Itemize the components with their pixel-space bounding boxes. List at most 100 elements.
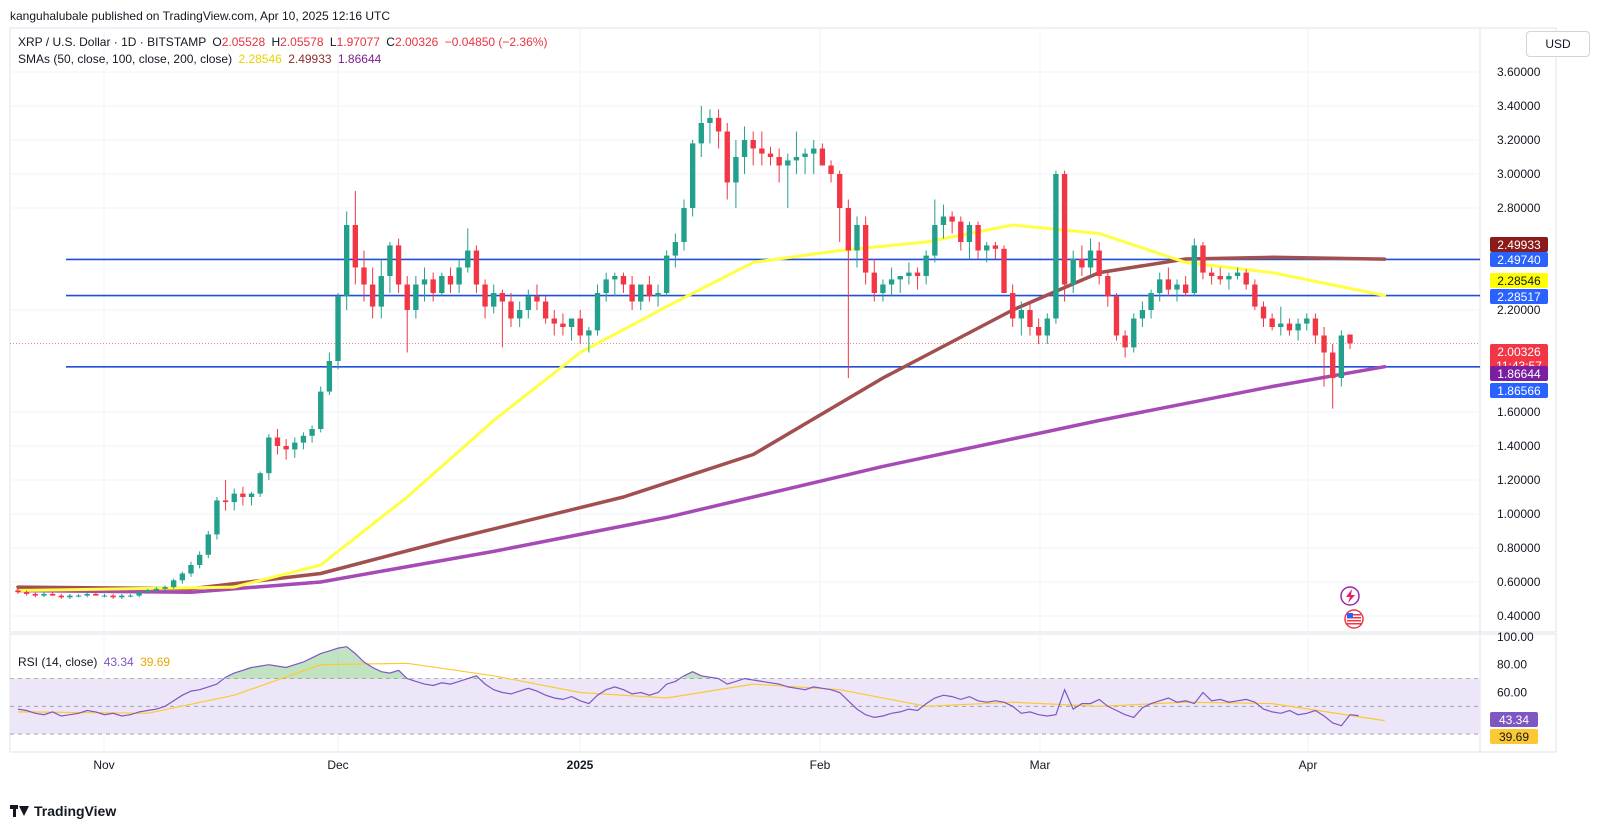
candle-body bbox=[1269, 318, 1275, 327]
candle bbox=[655, 284, 661, 307]
candle-body bbox=[326, 361, 333, 392]
candle-body bbox=[447, 276, 454, 285]
candle bbox=[1165, 267, 1172, 297]
time-axis-label: Feb bbox=[810, 758, 831, 772]
rsi-title: RSI (14, close) bbox=[18, 655, 98, 669]
candle-body bbox=[819, 148, 826, 166]
price-tick-label: 1.20000 bbox=[1497, 473, 1541, 487]
candle bbox=[689, 140, 696, 217]
candle bbox=[1182, 276, 1189, 297]
candle-body bbox=[715, 117, 722, 132]
candle bbox=[58, 593, 64, 599]
candle bbox=[620, 272, 627, 293]
candle-body bbox=[1035, 327, 1042, 336]
currency-selector[interactable]: USD bbox=[1526, 31, 1590, 57]
rsi-overbought-fill bbox=[684, 671, 719, 679]
time-axis-label: 2025 bbox=[567, 758, 594, 772]
candle bbox=[534, 284, 540, 310]
candle-body bbox=[430, 279, 436, 293]
candle bbox=[387, 242, 393, 293]
candle bbox=[404, 276, 410, 353]
candle bbox=[837, 170, 843, 242]
candle bbox=[465, 228, 471, 273]
candle-body bbox=[1009, 293, 1016, 319]
candle-body bbox=[145, 590, 151, 593]
sma-title: SMAs (50, close, 100, close, 200, close) bbox=[18, 52, 233, 66]
candle bbox=[274, 429, 281, 455]
candle bbox=[1053, 170, 1059, 324]
price-label-text: 1.86644 bbox=[1497, 367, 1541, 381]
candle-body bbox=[369, 284, 376, 307]
candle bbox=[162, 585, 168, 591]
candle bbox=[638, 284, 644, 310]
flag-stripe bbox=[1347, 623, 1361, 625]
candle bbox=[560, 313, 566, 336]
candle-body bbox=[15, 590, 21, 593]
candle-body bbox=[1070, 259, 1076, 285]
candle-body bbox=[1165, 279, 1172, 290]
candle bbox=[1226, 272, 1232, 290]
candle bbox=[828, 160, 834, 183]
rsi-value-label: 43.34 bbox=[1490, 712, 1538, 727]
candle-body bbox=[499, 293, 506, 302]
candle bbox=[629, 276, 635, 310]
candle-body bbox=[1122, 335, 1128, 348]
candle bbox=[1105, 272, 1111, 307]
candle bbox=[413, 276, 419, 319]
candle bbox=[932, 199, 938, 263]
candle bbox=[1113, 293, 1120, 341]
candle-body bbox=[741, 140, 748, 157]
candle-body bbox=[119, 595, 125, 598]
candle bbox=[681, 199, 687, 251]
candle-body bbox=[456, 267, 462, 285]
candle bbox=[741, 126, 748, 174]
time-axis-label: Nov bbox=[93, 758, 114, 772]
candle-body bbox=[179, 573, 186, 581]
price-tick-label: 2.80000 bbox=[1497, 201, 1541, 215]
footer-brand[interactable]: TradingView bbox=[10, 803, 116, 819]
candle bbox=[984, 242, 990, 263]
candle-body bbox=[1001, 248, 1007, 293]
price-label-bg bbox=[1490, 252, 1548, 267]
candle bbox=[845, 199, 852, 378]
candle bbox=[378, 259, 384, 319]
candle-body bbox=[1182, 284, 1189, 293]
candle bbox=[1044, 313, 1050, 344]
candle-body bbox=[395, 245, 402, 285]
candle-body bbox=[940, 216, 947, 225]
candle bbox=[439, 272, 445, 297]
candle bbox=[759, 131, 765, 166]
candle bbox=[1122, 330, 1128, 358]
candle bbox=[266, 434, 272, 480]
candle-body bbox=[93, 593, 99, 596]
candle-body bbox=[58, 595, 64, 598]
candle bbox=[1321, 327, 1327, 387]
us-flag-event-icon bbox=[1344, 609, 1364, 629]
candle bbox=[292, 437, 298, 458]
candle-body bbox=[845, 208, 852, 251]
flag-canton bbox=[1347, 613, 1353, 618]
candle-body bbox=[586, 330, 592, 336]
price-tick-label: 1.40000 bbox=[1497, 439, 1541, 453]
price-label-text: 1.86566 bbox=[1497, 384, 1541, 398]
footer-brand-label: TradingView bbox=[34, 803, 117, 819]
candle-body bbox=[1295, 323, 1301, 331]
candle-body bbox=[84, 593, 90, 596]
open-label: O bbox=[212, 35, 222, 49]
candle bbox=[958, 216, 964, 251]
candle bbox=[430, 272, 436, 302]
candle-body bbox=[240, 493, 246, 497]
candle-body bbox=[473, 250, 480, 285]
candle-body bbox=[516, 310, 523, 319]
rsi-legend: RSI (14, close) 43.34 39.69 bbox=[18, 655, 170, 669]
candle bbox=[1304, 313, 1310, 331]
candle-body bbox=[136, 592, 142, 596]
candle bbox=[715, 109, 722, 149]
price-label-sma50: 2.28546 bbox=[1490, 273, 1548, 288]
candle-body bbox=[283, 446, 289, 450]
candle bbox=[508, 293, 514, 327]
candle bbox=[1208, 267, 1215, 285]
candle-body bbox=[1226, 276, 1232, 280]
candle bbox=[733, 140, 739, 208]
